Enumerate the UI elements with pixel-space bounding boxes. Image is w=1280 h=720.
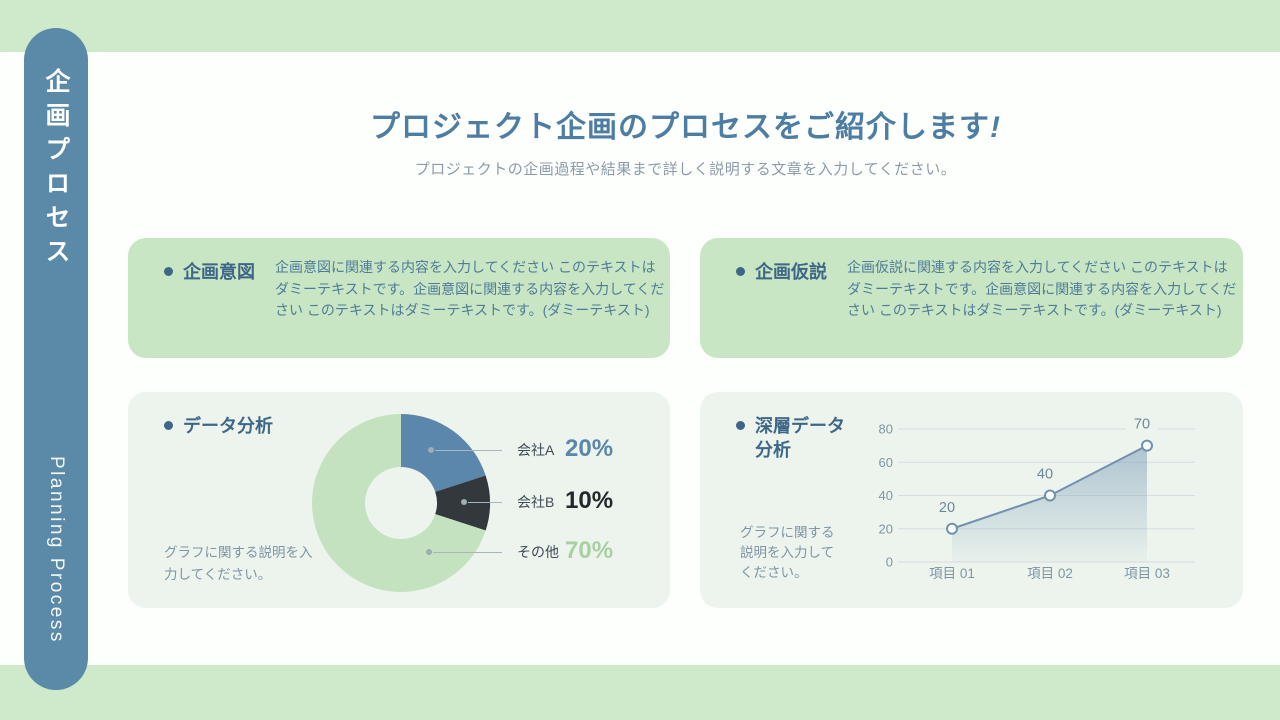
y-tick-label: 0 <box>886 555 893 570</box>
card-intent: 企画意図 企画意図に関連する内容を入力してください このテキストはダミーテキスト… <box>128 238 670 358</box>
line-chart-caption: グラフに関する説明を入力してください。 <box>740 525 835 580</box>
card-hypothesis: 企画仮説 企画仮説に関連する内容を入力してください このテキストはダミーテキスト… <box>700 238 1243 358</box>
legend-value: 20% <box>565 435 614 462</box>
card-deep-analysis-heading: 深層データ分析 <box>755 416 845 460</box>
donut-chart-caption: グラフに関する説明を入力してください。 <box>164 545 313 582</box>
card-intent-header: 企画意図 <box>164 260 255 284</box>
donut-slice-2 <box>312 414 486 592</box>
card-data-analysis-heading: データ分析 <box>183 416 273 436</box>
data-point-marker <box>1044 489 1056 502</box>
data-label: 40 <box>1037 467 1053 483</box>
bullet-icon <box>164 267 173 276</box>
card-hypothesis-heading: 企画仮説 <box>755 262 827 282</box>
sidebar-vertical-title-jp: 企画プロセス <box>42 68 70 272</box>
legend-leader-line <box>433 552 502 553</box>
legend-label: 会社B <box>517 494 555 510</box>
data-point-marker <box>1141 439 1153 452</box>
card-deep-analysis: 深層データ分析 グラフに関する説明を入力してください。 0 20 40 60 80 項目 … <box>700 392 1243 608</box>
data-label: 20 <box>939 500 955 516</box>
legend-leader-line <box>468 502 502 503</box>
donut-slice-0 <box>401 414 486 492</box>
bullet-icon <box>736 421 745 430</box>
card-deep-analysis-header: 深層データ分析 <box>736 414 853 462</box>
sidebar-vertical-title-en: Planning Process <box>46 456 67 644</box>
data-label: 70 <box>1134 417 1150 433</box>
decorative-band-top <box>0 0 1280 52</box>
legend-leader-line <box>435 450 502 451</box>
legend-label: その他 <box>517 544 559 560</box>
x-tick-label: 項目 01 <box>929 566 975 581</box>
donut-legend: 会社A 20% 会社B 10% その他 70% <box>128 392 670 608</box>
slide-header: プロジェクト企画のプロセスをご紹介します! プロジェクトの企画過程や結果まで詳し… <box>128 0 1243 179</box>
y-tick-label: 20 <box>879 521 893 536</box>
sidebar-tab: 企画プロセス Planning Process <box>24 28 88 690</box>
data-point-marker <box>946 522 958 535</box>
card-data-analysis-header: データ分析 <box>164 414 273 438</box>
card-hypothesis-body: 企画仮説に関連する内容を入力してください このテキストはダミーテキストです。企画… <box>847 259 1237 318</box>
y-tick-label: 60 <box>879 455 893 470</box>
legend-value: 70% <box>565 537 614 564</box>
y-tick-label: 40 <box>879 488 893 503</box>
card-hypothesis-header: 企画仮説 <box>736 260 827 284</box>
card-intent-body: 企画意図に関連する内容を入力してください このテキストはダミーテキストです。企画… <box>275 259 665 318</box>
decorative-band-bottom <box>0 665 1280 720</box>
data-label-bg <box>1029 464 1061 483</box>
legend-leader-dot <box>461 499 467 505</box>
card-data-analysis: データ分析 グラフに関する説明を入力してください。 会社A 20% 会社B 10% その… <box>128 392 670 608</box>
bullet-icon <box>164 421 173 430</box>
page-subtitle: プロジェクトの企画過程や結果まで詳しく説明する文章を入力してください。 <box>414 161 957 178</box>
x-tick-label: 項目 03 <box>1124 566 1170 581</box>
line-area-chart: 0 20 40 60 80 項目 01 項目 02 項目 03 20 40 70 <box>879 414 1195 581</box>
card-intent-heading: 企画意図 <box>183 262 255 282</box>
area-fill <box>952 445 1147 562</box>
data-label-bg <box>931 497 963 516</box>
page-title-exclamation: ! <box>990 111 1001 144</box>
page-title-text: プロジェクト企画のプロセスをご紹介します <box>370 111 990 144</box>
legend-leader-dot <box>426 549 432 555</box>
legend-value: 10% <box>565 487 614 514</box>
y-tick-label: 80 <box>879 422 893 437</box>
legend-label: 会社A <box>517 442 555 458</box>
x-tick-label: 項目 02 <box>1027 566 1073 581</box>
data-label-bg <box>1126 414 1158 433</box>
page-title: プロジェクト企画のプロセスをご紹介します! <box>128 110 1243 146</box>
bullet-icon <box>736 267 745 276</box>
legend-leader-dot <box>428 447 434 453</box>
